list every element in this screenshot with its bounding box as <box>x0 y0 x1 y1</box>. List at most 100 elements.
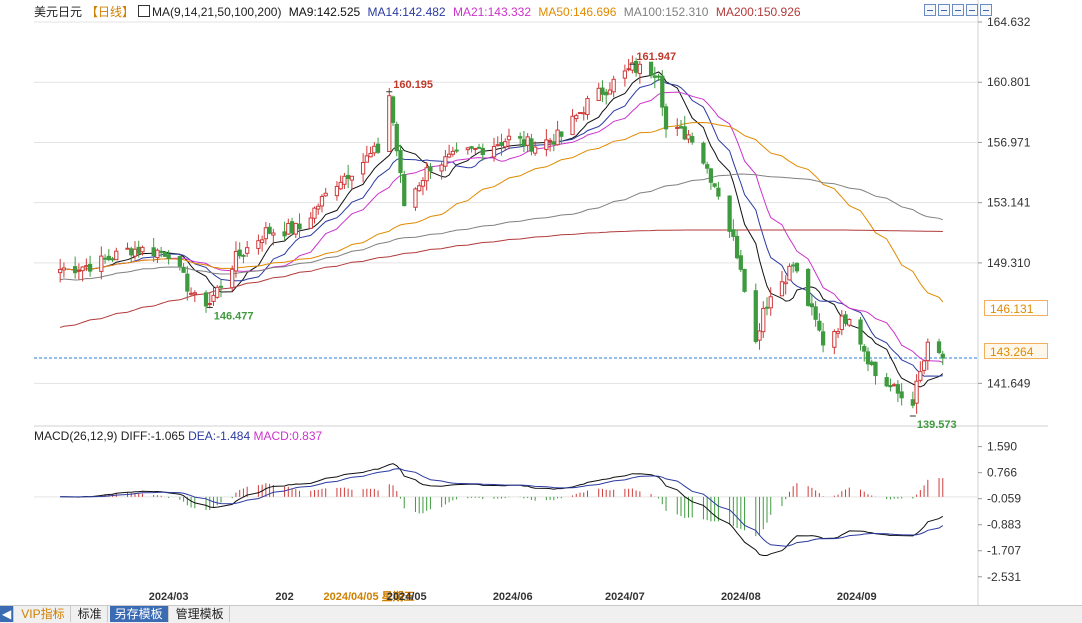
candle-body <box>203 292 209 307</box>
candle-body <box>869 361 874 366</box>
candle-body <box>428 166 433 172</box>
candle-body <box>921 360 927 371</box>
candle-body <box>716 187 721 197</box>
candle-body <box>218 285 224 288</box>
macd-name: MACD(26,12,9) <box>34 429 118 443</box>
ma50-value: MA50:146.696 <box>538 5 617 19</box>
macd-dea-line <box>60 468 944 547</box>
candle-body <box>368 152 373 158</box>
macd-dea-value: DEA:-1.484 <box>188 429 251 443</box>
candle-body <box>899 391 904 399</box>
candle-body <box>267 226 272 234</box>
candle-body <box>390 96 396 123</box>
macd-layer <box>34 463 978 556</box>
candle-body <box>847 318 852 326</box>
candle-body <box>237 249 242 257</box>
candle-body <box>256 240 261 249</box>
candle-body <box>604 91 609 96</box>
period-label[interactable]: 【日线】 <box>86 5 135 19</box>
candle-body <box>469 146 474 149</box>
candle-body <box>114 250 119 261</box>
candle-body <box>233 250 239 272</box>
candle-body <box>764 306 770 309</box>
chart-canvas[interactable]: 164.632 160.801 156.971 153.141 149.310 141.6… <box>0 0 1082 605</box>
indicator-icon[interactable] <box>138 5 151 17</box>
candle-body <box>761 307 766 333</box>
candle-body <box>76 269 82 272</box>
candle-body <box>652 75 657 78</box>
candle-body <box>136 246 141 254</box>
candle-body <box>188 292 194 295</box>
candle-body <box>375 143 381 153</box>
candle-body <box>297 223 302 230</box>
candle-body <box>125 247 130 250</box>
tab-standard[interactable]: 标准 <box>73 606 108 622</box>
grid-layer <box>34 0 1048 605</box>
candle-body <box>110 258 115 261</box>
candle-body <box>806 268 811 306</box>
candle-body <box>895 384 901 394</box>
candle-body <box>940 353 945 359</box>
restore-icon[interactable] <box>980 4 992 16</box>
candle-body <box>312 207 317 219</box>
candle-body <box>263 227 269 240</box>
candle-body <box>925 341 930 362</box>
candle-body <box>129 248 134 256</box>
macd-tick-label: -1.707 <box>987 544 1021 558</box>
high-annotation-label: 161.947 <box>636 51 676 63</box>
candle-body <box>132 248 138 257</box>
move-right-icon[interactable] <box>966 4 978 16</box>
candle-body <box>809 303 815 308</box>
candle-body <box>596 87 601 101</box>
candle-body <box>708 168 714 183</box>
candle-body <box>843 314 848 324</box>
candle-body <box>286 222 291 235</box>
tab-save-template[interactable]: 另存模板 <box>109 606 169 622</box>
candle-body <box>663 106 669 130</box>
zoom-in-icon[interactable] <box>924 4 936 16</box>
left-arrow-icon[interactable]: ◀ <box>0 606 15 622</box>
ma100-line <box>60 173 943 281</box>
candle-body <box>334 185 340 197</box>
macd-tick-label: 1.590 <box>987 440 1017 454</box>
candle-body <box>888 384 893 388</box>
candle-body <box>914 380 919 404</box>
tab-vip-indicators[interactable]: VIP指标 <box>16 606 71 622</box>
candle-body <box>465 147 470 151</box>
candle-body <box>731 229 736 237</box>
candle-body <box>712 183 717 187</box>
candle-body <box>551 141 556 145</box>
candle-body <box>835 330 841 334</box>
candle-body <box>817 320 822 331</box>
candle-body <box>58 268 63 274</box>
candle-body <box>387 95 392 152</box>
candle-body <box>705 164 710 169</box>
tab-manage-template[interactable]: 管理模板 <box>171 606 230 622</box>
candle-body <box>259 239 265 243</box>
candle-body <box>102 257 108 260</box>
x-tick-label: 2024/05 <box>387 591 427 603</box>
price-tick-label: 164.632 <box>987 15 1031 29</box>
candle-body <box>787 265 792 281</box>
candle-body <box>544 139 549 150</box>
candle-body <box>140 246 145 253</box>
x-tick-label: 2024/07 <box>605 591 645 603</box>
candle-body <box>394 123 399 152</box>
candle-body <box>207 303 212 306</box>
move-left-icon[interactable] <box>952 4 964 16</box>
zoom-out-icon[interactable] <box>938 4 950 16</box>
candle-body <box>360 162 366 175</box>
candle-body <box>402 174 407 207</box>
ma9-line <box>60 71 944 388</box>
macd-tick-label: -0.059 <box>987 492 1021 506</box>
candle-body <box>813 306 818 320</box>
candle-body <box>533 146 538 154</box>
box-price-label: 146.131 <box>984 300 1048 316</box>
candle-body <box>820 331 826 346</box>
candle-body <box>570 115 575 136</box>
macd-tick-label: 0.766 <box>987 466 1017 480</box>
ma-params: MA(9,14,21,50,100,200) <box>152 5 282 19</box>
candle-body <box>559 131 564 137</box>
candle-body <box>181 266 186 273</box>
